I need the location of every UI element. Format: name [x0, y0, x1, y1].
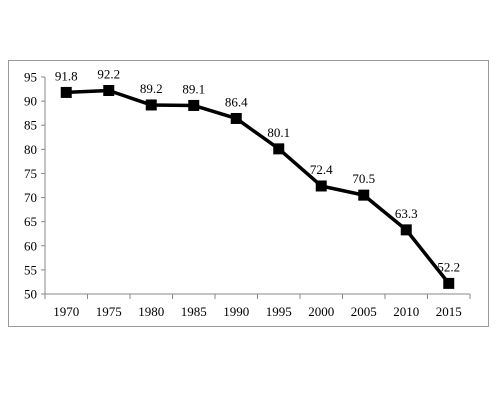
data-value-label: 63.3 [395, 206, 418, 221]
y-tick-label: 60 [24, 238, 37, 253]
data-point-marker [358, 189, 370, 201]
data-value-label: 89.2 [140, 81, 163, 96]
data-value-label: 52.2 [437, 259, 460, 274]
data-value-label: 70.5 [352, 171, 375, 186]
chart-frame [8, 60, 489, 327]
x-tick-label: 1975 [96, 304, 122, 319]
data-point-marker [188, 99, 200, 111]
y-axis: 50 55 60 65 70 75 80 85 90 95 [24, 70, 46, 302]
series-line [66, 88, 451, 285]
data-point-marker [145, 99, 157, 111]
data-point-marker [60, 86, 72, 98]
data-value-label: 92.2 [97, 67, 120, 82]
y-tick-label: 90 [24, 94, 37, 109]
x-tick-label: 1980 [138, 304, 164, 319]
y-tick-label: 65 [24, 214, 37, 229]
data-value-label: 89.1 [182, 81, 205, 96]
x-tick-label: 1995 [266, 304, 292, 319]
x-tick-label: 1985 [181, 304, 207, 319]
data-markers [60, 85, 455, 289]
data-point-marker [443, 277, 455, 289]
y-tick-label: 55 [24, 262, 37, 277]
x-tick-label: 2005 [351, 304, 377, 319]
y-tick-label: 95 [24, 70, 37, 85]
x-tick-label: 2000 [308, 304, 334, 319]
series-polyline [66, 88, 451, 285]
y-tick-label: 85 [24, 118, 37, 133]
y-tick-label: 75 [24, 166, 37, 181]
x-tick-label: 2010 [393, 304, 419, 319]
data-point-marker [273, 143, 285, 155]
data-point-marker [400, 224, 412, 236]
data-point-marker [103, 85, 115, 97]
data-point-marker [230, 112, 242, 124]
x-tick-label: 1990 [223, 304, 249, 319]
data-value-label: 91.8 [55, 68, 78, 83]
x-tick-label: 2015 [436, 304, 462, 319]
data-value-label: 80.1 [267, 125, 290, 140]
data-value-label: 86.4 [225, 94, 248, 109]
y-tick-label: 80 [24, 142, 37, 157]
data-point-marker [315, 180, 327, 192]
y-tick-label: 70 [24, 190, 37, 205]
data-value-label: 72.4 [310, 162, 333, 177]
y-tick-label: 50 [24, 287, 37, 302]
x-axis: 1970 1975 1980 1985 1990 1995 2000 2005 2010 2015 [44, 293, 471, 319]
data-labels: 91.8 92.2 89.2 89.1 86.4 80.1 72.4 70.5 63.3 52.2 [55, 67, 460, 275]
x-tick-label: 1970 [53, 304, 79, 319]
